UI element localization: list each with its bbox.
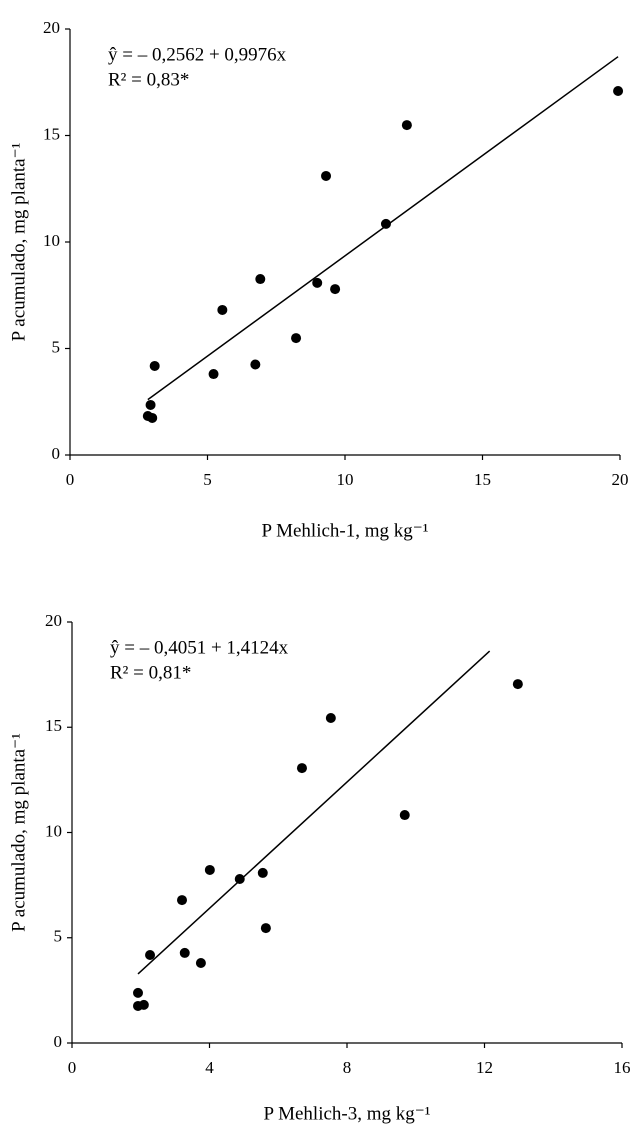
point (296, 763, 307, 774)
point (325, 712, 336, 723)
point (234, 874, 245, 885)
y-axis-label: P acumulado, mg planta⁻¹ (8, 142, 29, 341)
x-tick-label: 0 (66, 470, 75, 489)
x-tick-label: 15 (474, 470, 491, 489)
point (380, 218, 391, 229)
point (291, 333, 302, 344)
point (330, 284, 341, 295)
x-tick-label: 4 (205, 1058, 214, 1077)
y-tick-label: 10 (45, 821, 62, 840)
point (250, 359, 261, 370)
y-tick-label: 0 (52, 444, 61, 463)
point (147, 412, 158, 423)
point (145, 950, 156, 961)
point (321, 170, 332, 181)
point (195, 958, 206, 969)
point (149, 360, 160, 371)
trend-line (147, 56, 619, 401)
x-axis-label: P Mehlich-1, mg kg⁻¹ (261, 520, 428, 541)
x-tick-label: 20 (612, 470, 629, 489)
point (399, 810, 410, 821)
y-tick-label: 20 (43, 18, 60, 37)
point (312, 277, 323, 288)
point (401, 120, 412, 131)
point (260, 923, 271, 934)
y-tick-label: 0 (54, 1032, 63, 1051)
point (177, 895, 187, 906)
r-squared: R² = 0,81* (110, 662, 191, 683)
x-tick-label: 12 (476, 1058, 493, 1077)
point (217, 304, 228, 315)
point (255, 274, 266, 285)
trend-line (137, 650, 491, 975)
x-tick-label: 8 (343, 1058, 352, 1077)
x-tick-label: 10 (337, 470, 354, 489)
point (512, 679, 523, 690)
point (613, 85, 624, 96)
y-tick-label: 15 (43, 124, 60, 143)
point (145, 399, 156, 410)
x-tick-label: 5 (203, 470, 212, 489)
point (208, 369, 219, 380)
point (179, 947, 190, 958)
point (204, 864, 215, 875)
y-axis-label: P acumulado, mg planta⁻¹ (8, 733, 29, 932)
equation: ŷ = – 0,4051 + 1,4124x (110, 637, 289, 658)
point (138, 999, 149, 1010)
y-tick-label: 15 (45, 716, 62, 735)
point (257, 867, 268, 878)
equation: ŷ = – 0,2562 + 0,9976x (108, 44, 287, 65)
point (133, 987, 143, 998)
r-squared: R² = 0,83* (108, 69, 189, 90)
y-tick-label: 10 (43, 231, 60, 250)
x-axis-label: P Mehlich-3, mg kg⁻¹ (263, 1103, 430, 1124)
y-tick-label: 5 (54, 927, 63, 946)
x-tick-label: 0 (68, 1058, 77, 1077)
x-tick-label: 16 (614, 1058, 631, 1077)
y-tick-label: 20 (45, 611, 62, 630)
y-tick-label: 5 (52, 337, 61, 356)
